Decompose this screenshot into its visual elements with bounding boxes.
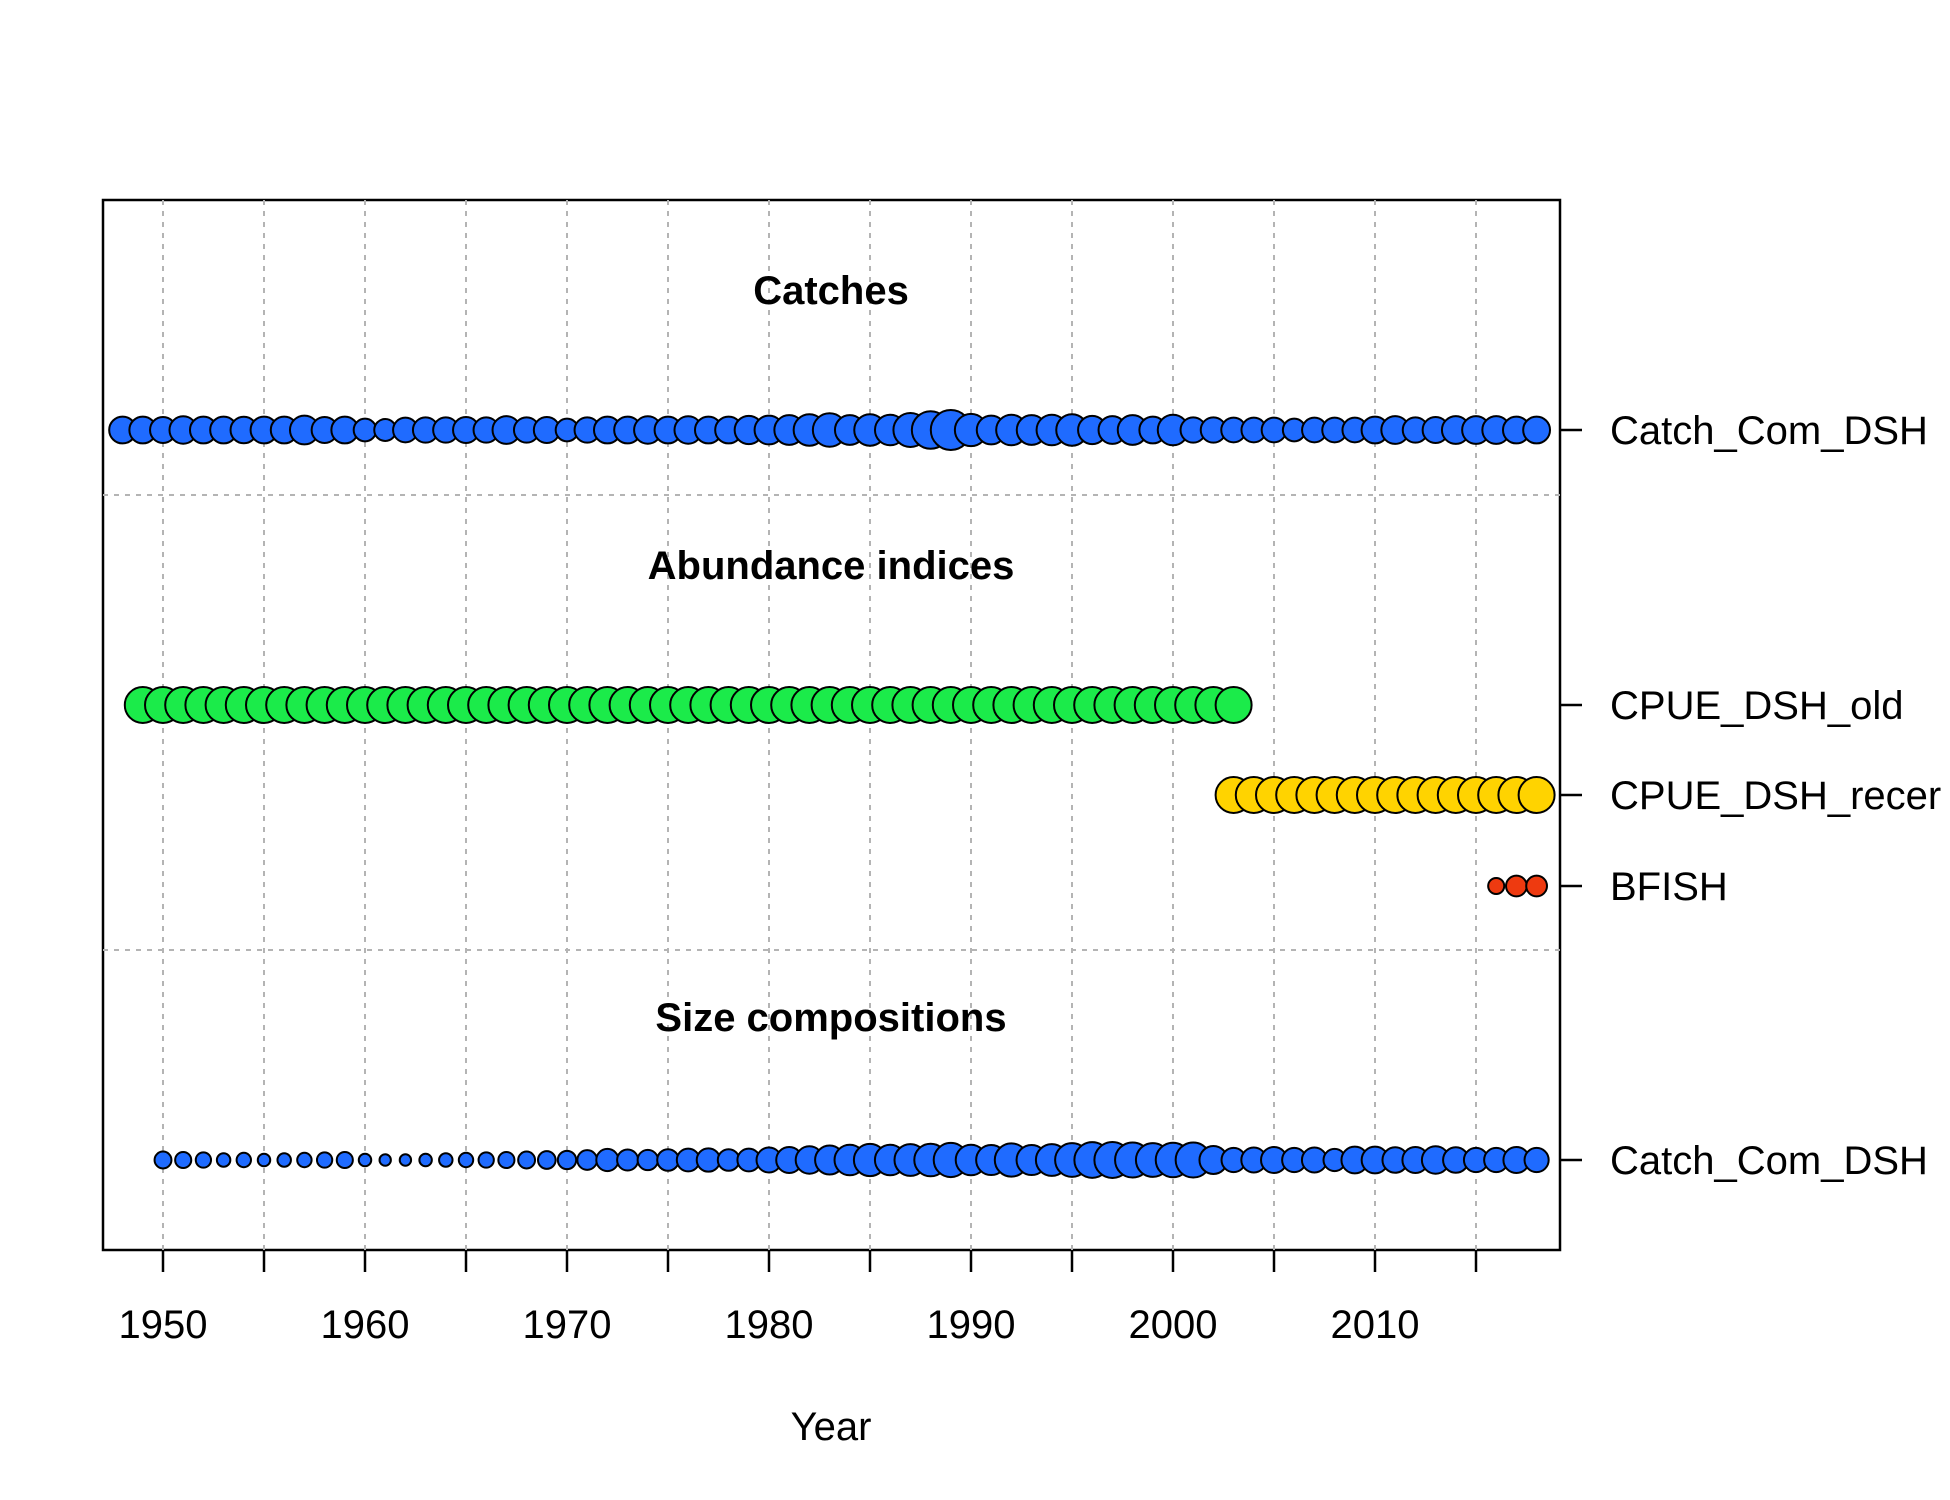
series-4-points xyxy=(153,1141,1550,1179)
data-point xyxy=(1523,1146,1550,1174)
section-titles: Catches Abundance indices Size composition… xyxy=(648,269,1015,1040)
series-2-points xyxy=(1214,776,1556,814)
data-point xyxy=(398,1153,413,1167)
section-title: Abundance indices xyxy=(648,544,1015,588)
data-point xyxy=(153,1150,173,1170)
data-point xyxy=(716,1148,741,1172)
section-title: Size compositions xyxy=(655,996,1006,1040)
x-tick-label: 1980 xyxy=(725,1303,814,1347)
data-points xyxy=(108,409,1556,1179)
data-point xyxy=(378,1153,392,1167)
data-point xyxy=(235,1151,253,1169)
x-tick-label: 1950 xyxy=(119,1303,208,1347)
x-tick-label: 2000 xyxy=(1129,1303,1218,1347)
data-point xyxy=(276,1152,292,1168)
data-point xyxy=(477,1151,495,1169)
series-label: CPUE_DSH_old xyxy=(1610,684,1903,728)
series-label: BFISH xyxy=(1610,865,1728,909)
series-1-points xyxy=(123,686,1253,724)
data-point xyxy=(656,1148,680,1172)
series-label: CPUE_DSH_recer xyxy=(1610,774,1941,818)
data-point xyxy=(636,1148,659,1172)
section-title: Catches xyxy=(753,269,909,313)
x-tick-label: 1990 xyxy=(927,1303,1016,1347)
data-point xyxy=(215,1152,232,1168)
data-point xyxy=(1522,415,1552,445)
data-point xyxy=(457,1151,475,1169)
data-point xyxy=(1487,876,1506,896)
data-point xyxy=(576,1149,599,1171)
data-point xyxy=(256,1152,272,1168)
series-labels: Catch_Com_DSH CPUE_DSH_old CPUE_DSH_recer B… xyxy=(1560,409,1941,1183)
series-label: Catch_Com_DSH xyxy=(1610,1139,1928,1183)
data-point xyxy=(695,1147,722,1173)
data-point xyxy=(352,417,378,443)
data-point xyxy=(357,1152,373,1168)
data-point xyxy=(497,1150,516,1170)
data-point xyxy=(1517,776,1556,814)
data-point xyxy=(536,1150,557,1170)
grid xyxy=(103,200,1560,1250)
x-axis-title: Year xyxy=(791,1405,872,1449)
data-point xyxy=(595,1147,620,1173)
series-0-points xyxy=(108,409,1552,451)
data-point xyxy=(174,1150,193,1170)
series-3-points xyxy=(1487,874,1548,898)
plot-frame xyxy=(101,198,1562,1252)
x-tick-label: 1960 xyxy=(321,1303,410,1347)
data-point xyxy=(1525,874,1548,898)
data-point xyxy=(1214,686,1253,724)
series-label: Catch_Com_DSH xyxy=(1610,409,1928,453)
x-axis: 1950 1960 1970 1980 1990 2000 2010 xyxy=(119,1250,1478,1347)
data-point xyxy=(438,1152,454,1168)
data-point xyxy=(1505,874,1528,898)
x-tick-label: 2010 xyxy=(1331,1303,1420,1347)
data-point xyxy=(616,1148,640,1172)
data-point xyxy=(194,1151,213,1169)
data-point xyxy=(315,1151,334,1169)
data-point xyxy=(335,1150,354,1170)
data-point xyxy=(296,1151,313,1169)
x-tick-label: 1970 xyxy=(523,1303,612,1347)
data-point xyxy=(418,1152,433,1168)
data-point xyxy=(556,1149,578,1171)
data-point xyxy=(517,1150,537,1170)
